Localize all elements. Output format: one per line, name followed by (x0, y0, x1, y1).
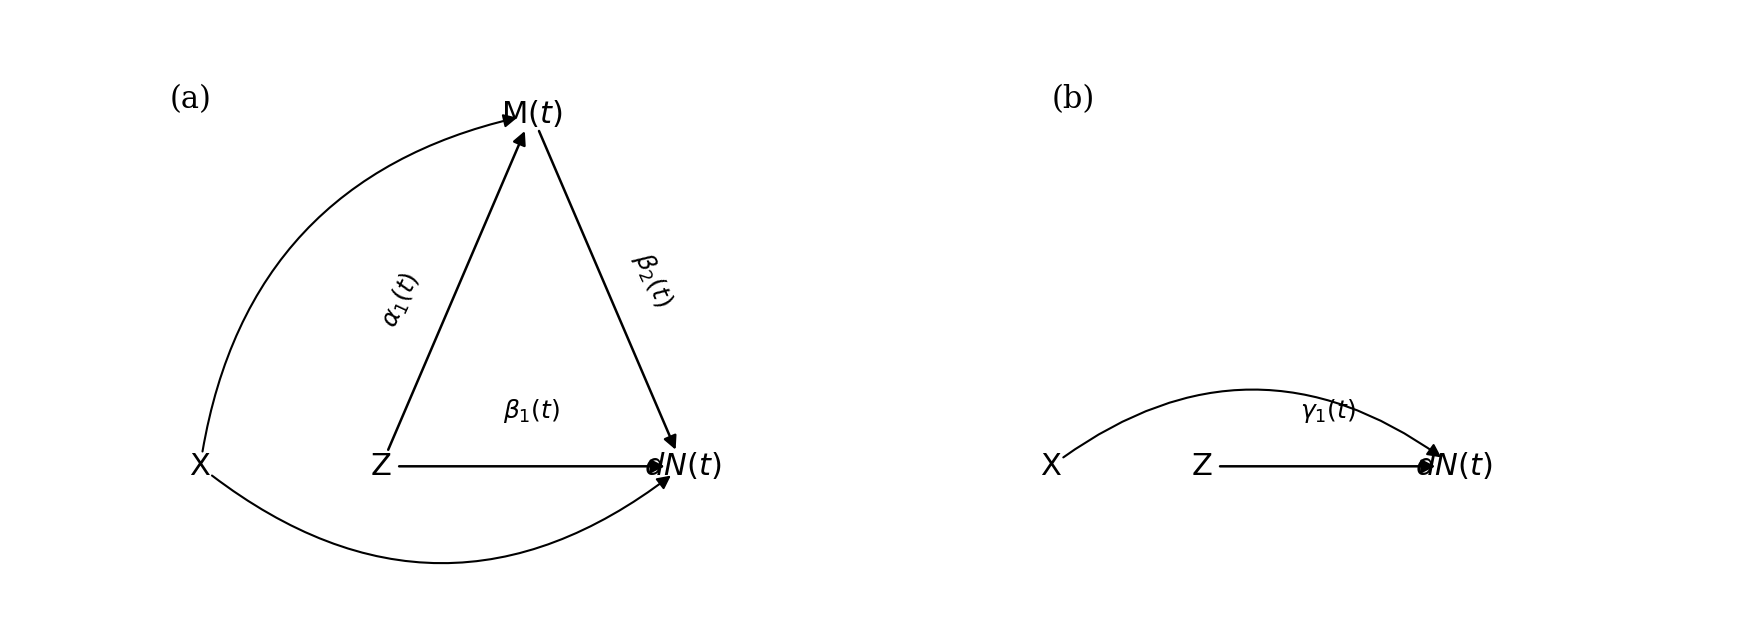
Text: $\mathrm{X}$: $\mathrm{X}$ (1039, 451, 1062, 482)
Text: $\beta_1(t)$: $\beta_1(t)$ (504, 397, 560, 425)
Text: (a): (a) (169, 85, 211, 115)
Text: $\gamma_1(t)$: $\gamma_1(t)$ (1299, 397, 1355, 425)
Text: $\alpha_1(t)$: $\alpha_1(t)$ (377, 269, 426, 332)
Text: $\mathrm{Z}$: $\mathrm{Z}$ (1191, 451, 1212, 482)
Text: $\mathrm{M}(t)$: $\mathrm{M}(t)$ (501, 99, 563, 130)
Text: $\beta_2(t)$: $\beta_2(t)$ (628, 249, 677, 312)
Text: $dN(t)$: $dN(t)$ (644, 451, 722, 482)
Text: (b): (b) (1052, 85, 1095, 115)
Text: $\mathrm{X}$: $\mathrm{X}$ (188, 451, 211, 482)
Text: $\mathrm{Z}$: $\mathrm{Z}$ (370, 451, 392, 482)
Text: $dN(t)$: $dN(t)$ (1414, 451, 1493, 482)
